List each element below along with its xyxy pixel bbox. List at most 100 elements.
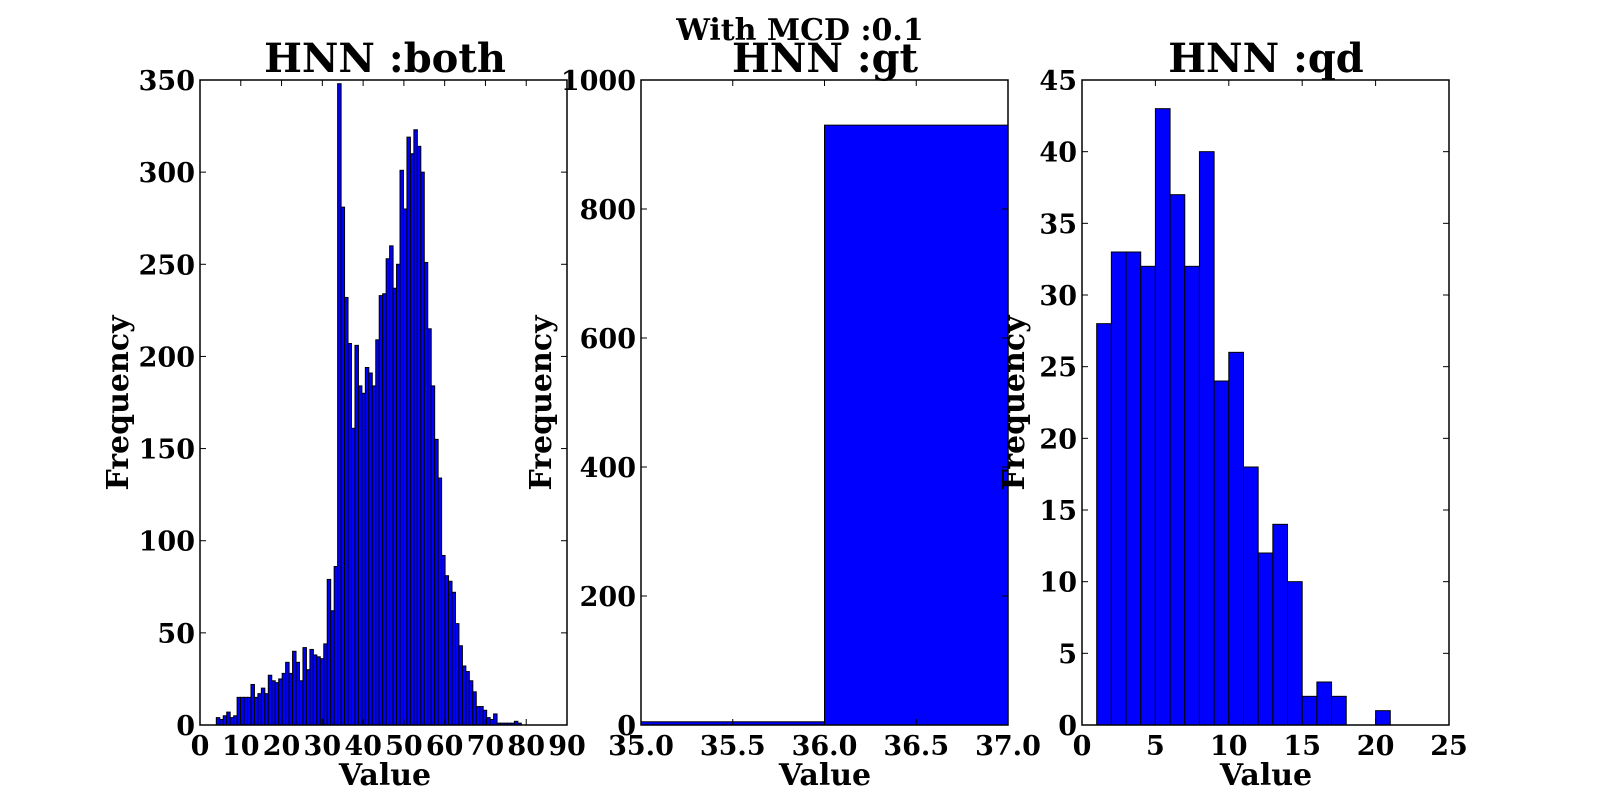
histogram-bar [292, 650, 297, 726]
histogram-bar [222, 715, 228, 726]
histogram-bar [1301, 695, 1318, 726]
y-tick-label: 45 [1039, 66, 1077, 97]
histogram-bar [382, 293, 387, 726]
histogram-bar [482, 709, 488, 726]
plot-frame [1081, 79, 1450, 726]
y-tick-label: 50 [157, 619, 195, 650]
histogram-bar [271, 680, 276, 726]
histogram-bar [479, 706, 484, 726]
histogram-bar [243, 696, 249, 726]
histogram-bar [402, 208, 408, 726]
histogram-bar [1198, 151, 1215, 726]
histogram-bar [233, 715, 238, 726]
x-tick-label: 5 [1146, 731, 1165, 762]
histogram-bar [337, 83, 342, 726]
x-tick-label: 20 [1357, 731, 1395, 762]
x-tick-label: 36.0 [792, 731, 858, 762]
histogram-bar [299, 680, 304, 726]
y-tick-label: 200 [580, 582, 636, 613]
y-tick-label: 250 [139, 250, 195, 281]
y-tick-label: 10 [1039, 568, 1077, 599]
histogram-bar [493, 713, 498, 726]
histogram-bar [489, 718, 495, 726]
x-tick-label: 35.0 [608, 731, 674, 762]
histogram-bar [409, 153, 415, 726]
histogram-bar [406, 136, 411, 726]
histogram-bar [319, 658, 325, 726]
bar-group [640, 124, 1009, 726]
histogram-bar [226, 711, 231, 726]
histogram-bar [1316, 681, 1333, 726]
y-tick-label: 200 [139, 342, 195, 373]
x-tick-label: 70 [467, 731, 505, 762]
histogram-bar [385, 258, 391, 726]
histogram-bar [1213, 380, 1230, 726]
histogram-bar [302, 647, 307, 726]
histogram-bar [399, 169, 404, 726]
histogram-bar [215, 717, 221, 726]
x-tick-label: 40 [344, 731, 382, 762]
histogram-bar [316, 656, 321, 726]
histogram-bar [441, 554, 446, 726]
histogram-bar [430, 385, 436, 726]
histogram-bar [281, 672, 287, 726]
histogram-bar [288, 672, 294, 726]
histogram-bar [1154, 108, 1171, 726]
y-tick-label: 1000 [561, 66, 636, 97]
x-tick-label: 50 [385, 731, 423, 762]
histogram-bar [1242, 466, 1259, 726]
histogram-bar [451, 591, 456, 726]
x-tick-label: 35.5 [700, 731, 766, 762]
y-tick-label: 25 [1039, 353, 1077, 384]
histogram-bar [416, 145, 422, 726]
x-tick-label: 36.5 [883, 731, 949, 762]
x-tick-label: 90 [548, 731, 586, 762]
histogram-bar [295, 661, 300, 726]
histogram-bar [357, 385, 363, 726]
y-tick-label: 40 [1039, 138, 1077, 169]
histogram-bar [330, 610, 335, 726]
y-tick-label: 400 [580, 453, 636, 484]
histogram-bar [824, 124, 1009, 726]
histogram-bar [323, 643, 328, 726]
x-tick-label: 15 [1283, 731, 1321, 762]
y-tick-label: 600 [580, 324, 636, 355]
histogram-bar [333, 566, 339, 726]
histogram-bar [378, 295, 384, 726]
histogram-bar [486, 717, 491, 726]
histogram-bar [1184, 265, 1200, 726]
x-axis-label: Value [778, 758, 871, 793]
x-tick-label: 25 [1430, 731, 1468, 762]
x-tick-label: 0 [1073, 731, 1092, 762]
y-tick-label: 350 [139, 66, 195, 97]
histogram-bar [264, 693, 269, 726]
histogram-bar [253, 696, 259, 726]
histogram-bar [368, 372, 373, 726]
histogram-bar [1257, 552, 1274, 726]
histogram-bar [1331, 695, 1347, 726]
histogram-bar [350, 427, 356, 726]
histogram-bar [437, 477, 443, 726]
histogram-bar [326, 578, 332, 726]
y-tick-label: 35 [1039, 209, 1077, 240]
histogram-bar [448, 580, 453, 726]
histogram-bar [1287, 581, 1303, 726]
y-tick-label: 5 [1058, 639, 1077, 670]
histogram-bar [375, 339, 380, 726]
histogram-bar [309, 648, 314, 726]
histogram-bar [427, 328, 432, 726]
x-tick-label: 37.0 [975, 731, 1041, 762]
histogram-bar [392, 287, 398, 726]
histogram-bar [274, 682, 280, 726]
histogram-bar [465, 671, 470, 726]
y-axis-label: Frequency [997, 314, 1032, 491]
y-axis-label: Frequency [524, 314, 559, 491]
histogram-bar [247, 696, 252, 726]
histogram-bar [1169, 194, 1186, 726]
x-tick-label: 20 [263, 731, 301, 762]
histogram-bar [389, 245, 394, 726]
panel-hnn-gt: HNN :gt 35.0 35.5 36.0 36.5 37.0 0 200 400 600 80… [524, 35, 1041, 793]
histogram-bar [458, 645, 463, 726]
histogram-bar [1140, 265, 1156, 726]
